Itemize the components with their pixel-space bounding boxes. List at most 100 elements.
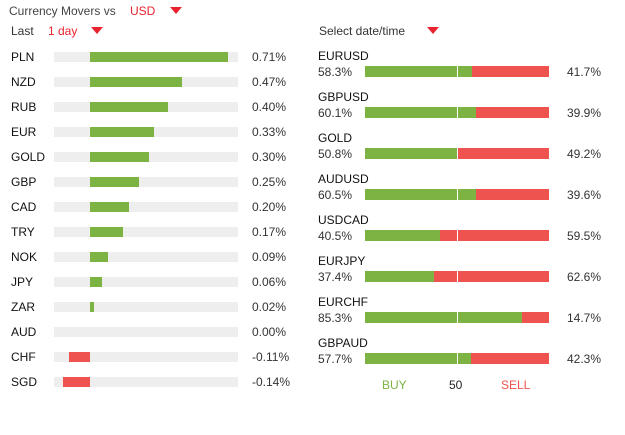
pair-buy-percent: 85.3% [318, 311, 353, 325]
mover-row: NOK 0.09% [0, 247, 300, 267]
mover-value: 0.71% [252, 50, 287, 64]
mover-value: 0.47% [252, 75, 287, 89]
mover-row: GOLD 0.30% [0, 147, 300, 167]
mover-value: 0.33% [252, 125, 287, 139]
mover-code: EUR [11, 125, 37, 139]
mover-bar-fill [90, 302, 94, 312]
sentiment-midline [457, 189, 458, 200]
mover-bar-fill [90, 77, 182, 87]
date-select-dropdown-icon[interactable] [427, 27, 439, 34]
sentiment-row[interactable]: EURJPY 37.4% 62.6% [316, 254, 606, 296]
mover-code: JPY [11, 275, 34, 289]
mover-row: CHF -0.11% [0, 347, 300, 367]
mover-bar-fill [62, 377, 90, 387]
period-dropdown-icon[interactable] [91, 27, 103, 34]
mover-bar-track [54, 102, 238, 112]
mover-row: AUD 0.00% [0, 322, 300, 342]
pair-sell-percent: 62.6% [567, 270, 602, 284]
sentiment-row[interactable]: EURCHF 85.3% 14.7% [316, 295, 606, 337]
mover-value: 0.40% [252, 100, 287, 114]
mover-code: GBP [11, 175, 37, 189]
mover-bar-fill [90, 152, 149, 162]
sentiment-row[interactable]: AUDUSD 60.5% 39.6% [316, 172, 606, 214]
mover-bar-fill [90, 202, 129, 212]
pair-sell-percent: 39.9% [567, 106, 602, 120]
sentiment-row[interactable]: GOLD 50.8% 49.2% [316, 131, 606, 173]
mover-row: CAD 0.20% [0, 197, 300, 217]
mover-row: ZAR 0.02% [0, 297, 300, 317]
pair-buy-percent: 60.5% [318, 188, 353, 202]
legend-mid: 50 [449, 378, 463, 392]
sentiment-midline [457, 312, 458, 323]
mover-code: TRY [11, 225, 35, 239]
pair-sell-percent: 39.6% [567, 188, 602, 202]
mover-value: 0.06% [252, 275, 287, 289]
mover-value: 0.30% [252, 150, 287, 164]
sentiment-buy-fill [365, 271, 434, 282]
mover-bar-track [54, 327, 238, 337]
mover-row: SGD -0.14% [0, 372, 300, 392]
pair-buy-percent: 60.1% [318, 106, 353, 120]
sentiment-bar [365, 148, 549, 159]
mover-bar-fill [90, 277, 102, 287]
sentiment-midline [457, 148, 458, 159]
sentiment-bar [365, 189, 549, 200]
pair-buy-percent: 40.5% [318, 229, 353, 243]
mover-bar-track [54, 77, 238, 87]
sentiment-bar [365, 230, 549, 241]
sentiment-row[interactable]: USDCAD 40.5% 59.5% [316, 213, 606, 255]
mover-value: -0.11% [252, 350, 290, 364]
mover-value: 0.25% [252, 175, 287, 189]
mover-value: 0.09% [252, 250, 287, 264]
period-label: Last [11, 24, 34, 38]
sentiment-buy-fill [365, 107, 476, 118]
mover-bar-track [54, 277, 238, 287]
mover-row: NZD 0.47% [0, 72, 300, 92]
pair-name: GBPUSD [318, 90, 369, 104]
mover-value: -0.14% [252, 375, 291, 389]
pair-name: EURCHF [318, 295, 368, 309]
sentiment-row[interactable]: EURUSD 58.3% 41.7% [316, 49, 606, 91]
pair-name: GOLD [318, 131, 353, 145]
mover-bar-fill [90, 102, 168, 112]
sentiment-midline [457, 230, 458, 241]
mover-bar-track [54, 377, 238, 387]
mover-row: JPY 0.06% [0, 272, 300, 292]
pair-sell-percent: 14.7% [567, 311, 602, 325]
mover-value: 0.00% [252, 325, 287, 339]
sentiment-buy-fill [365, 189, 477, 200]
mover-code: RUB [11, 100, 37, 114]
sentiment-bar [365, 107, 549, 118]
page-title: Currency Movers vs [9, 4, 116, 18]
sentiment-bar [365, 66, 549, 77]
date-select-label[interactable]: Select date/time [319, 24, 406, 38]
pair-buy-percent: 58.3% [318, 65, 353, 79]
mover-bar-track [54, 227, 238, 237]
legend-buy: BUY [382, 378, 407, 392]
pair-name: USDCAD [318, 213, 369, 227]
mover-row: EUR 0.33% [0, 122, 300, 142]
sentiment-bar [365, 353, 549, 364]
sentiment-row[interactable]: GBPUSD 60.1% 39.9% [316, 90, 606, 132]
sentiment-bar [365, 312, 549, 323]
mover-bar-fill [90, 52, 229, 62]
mover-bar-fill [68, 352, 90, 362]
base-currency-select[interactable]: USD [130, 4, 156, 18]
pair-name: GBPAUD [318, 336, 368, 350]
pair-name: EURUSD [318, 49, 369, 63]
mover-bar-track [54, 127, 238, 137]
mover-code: CAD [11, 200, 37, 214]
sentiment-buy-fill [365, 353, 472, 364]
mover-code: CHF [11, 350, 36, 364]
mover-row: RUB 0.40% [0, 97, 300, 117]
mover-value: 0.20% [252, 200, 287, 214]
pair-buy-percent: 37.4% [318, 270, 353, 284]
period-select[interactable]: 1 day [48, 24, 78, 38]
mover-bar-track [54, 252, 238, 262]
mover-bar-track [54, 152, 238, 162]
sentiment-row[interactable]: GBPAUD 57.7% 42.3% [316, 336, 606, 378]
mover-bar-fill [90, 227, 124, 237]
mover-code: PLN [11, 50, 35, 64]
base-currency-dropdown-icon[interactable] [170, 7, 182, 14]
mover-bar-track [54, 302, 238, 312]
